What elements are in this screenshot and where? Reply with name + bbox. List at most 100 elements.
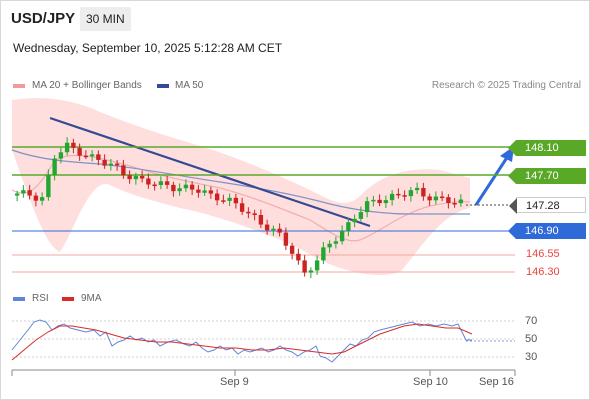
level-s1-label: 146.55 xyxy=(526,248,560,260)
candle-body xyxy=(208,190,214,194)
bollinger-band xyxy=(12,98,470,275)
candle-body xyxy=(239,203,245,212)
candle-body xyxy=(214,193,220,201)
level-r1-label: 147.70 xyxy=(525,170,559,182)
candle-body xyxy=(89,154,95,157)
candle-body xyxy=(102,159,107,166)
candles-layer xyxy=(14,137,464,279)
candle-body xyxy=(458,199,464,204)
rsi-ma-line xyxy=(11,323,473,361)
legend-ma20: MA 20 + Bollinger Bands xyxy=(13,80,142,91)
rsi-tick-50: 50 xyxy=(525,333,538,345)
x-label-sep10: Sep 10 xyxy=(413,376,448,388)
candle-body xyxy=(277,228,282,233)
candle-body xyxy=(27,190,32,196)
candle-body xyxy=(408,190,414,197)
candle-body xyxy=(358,212,364,219)
candle-body xyxy=(289,245,295,254)
candle-body xyxy=(133,175,139,180)
projection-line xyxy=(474,155,510,206)
level-r2-tag: 148.10 xyxy=(508,140,586,156)
ma20-swatch xyxy=(13,84,25,88)
symbol-title: USD/JPY xyxy=(11,10,76,27)
candle-body xyxy=(121,165,126,176)
candle-body xyxy=(58,152,64,159)
x-label-sep9: Sep 9 xyxy=(220,376,249,388)
candle-body xyxy=(421,187,426,197)
legend-ma20-label: MA 20 + Bollinger Bands xyxy=(32,80,142,91)
trendline xyxy=(49,116,371,228)
candle-body xyxy=(252,213,257,215)
candle-body xyxy=(177,188,182,192)
candle-body xyxy=(52,158,57,175)
candle-body xyxy=(321,247,326,261)
candle-body xyxy=(114,163,120,166)
candle-body xyxy=(271,228,276,231)
candle-body xyxy=(46,174,51,198)
candle-body xyxy=(427,196,432,201)
candle-body xyxy=(14,193,20,196)
last-price-label: 147.28 xyxy=(526,200,560,212)
candle-body xyxy=(183,184,189,189)
candle-body xyxy=(164,181,170,185)
candle-body xyxy=(439,196,445,199)
candle-body xyxy=(64,142,70,153)
level-pivot-tag: 146.90 xyxy=(508,223,586,239)
ma50-swatch xyxy=(157,84,169,88)
level-s2-label: 146.30 xyxy=(526,266,560,278)
candle-body xyxy=(71,142,76,148)
candle-body xyxy=(352,218,357,223)
level-pivot-label: 146.90 xyxy=(525,225,559,237)
x-label-sep16: Sep 16 xyxy=(479,376,514,388)
candle-body xyxy=(127,175,132,180)
candle-body xyxy=(389,193,395,201)
candle-body xyxy=(233,197,239,204)
candle-body xyxy=(433,196,439,201)
timeframe-button[interactable]: 30 MIN xyxy=(80,7,131,31)
candle-body xyxy=(396,193,401,196)
candle-body xyxy=(152,184,157,187)
level-r1-tag: 147.70 xyxy=(508,168,586,184)
candle-body xyxy=(21,190,26,194)
candle-body xyxy=(83,155,89,158)
candle-body xyxy=(33,195,39,201)
candle-body xyxy=(377,199,382,204)
candle-body xyxy=(196,189,201,193)
legend-9ma-label: 9MA xyxy=(81,293,102,304)
candle-body xyxy=(383,200,389,204)
candle-body xyxy=(283,232,289,246)
legend-9ma: 9MA xyxy=(62,293,102,304)
candle-body xyxy=(296,253,301,261)
candle-body xyxy=(364,201,370,213)
candle-body xyxy=(308,270,314,273)
candle-body xyxy=(327,243,332,248)
9ma-swatch xyxy=(62,297,74,301)
candle-body xyxy=(189,184,195,190)
candle-body xyxy=(227,197,232,201)
last-price-tag: 147.28 xyxy=(509,197,586,214)
rsi-swatch xyxy=(13,297,25,301)
rsi-tick-30: 30 xyxy=(525,351,538,363)
candle-body xyxy=(446,197,451,203)
candle-body xyxy=(452,202,457,205)
candle-body xyxy=(171,184,176,192)
candle-body xyxy=(108,163,114,166)
candle-body xyxy=(346,222,351,231)
candle-body xyxy=(414,187,420,191)
candle-body xyxy=(314,260,320,271)
candle-body xyxy=(96,154,101,160)
candle-body xyxy=(339,230,345,242)
candle-body xyxy=(258,214,264,225)
candle-body xyxy=(402,195,407,197)
research-credit: Research © 2025 Trading Central xyxy=(431,80,581,91)
candle-body xyxy=(246,211,251,214)
candle-body xyxy=(39,197,45,201)
candle-body xyxy=(371,199,376,202)
candle-body xyxy=(139,175,145,179)
candle-body xyxy=(146,178,151,185)
candle-body xyxy=(202,190,207,193)
legend-ma50: MA 50 xyxy=(157,80,203,91)
legend-rsi: RSI xyxy=(13,293,49,304)
legend-rsi-label: RSI xyxy=(32,293,49,304)
